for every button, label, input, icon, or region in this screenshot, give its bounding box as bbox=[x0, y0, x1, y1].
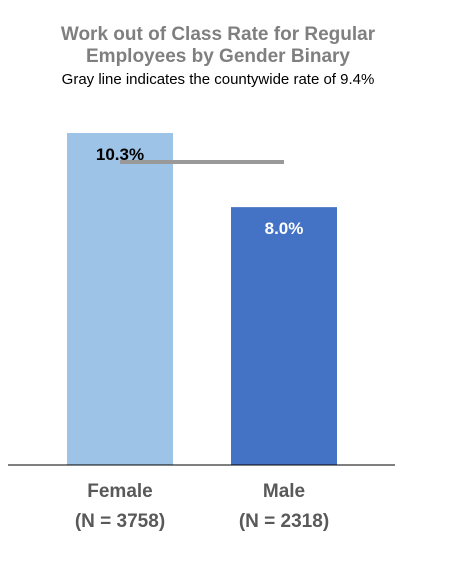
chart-title: Work out of Class Rate for Regular Emplo… bbox=[0, 24, 436, 68]
category-label-female: Female bbox=[87, 481, 152, 502]
bar-male bbox=[231, 207, 337, 465]
chart-title-line-1: Work out of Class Rate for Regular bbox=[60, 24, 376, 45]
data-label-female: 10.3% bbox=[96, 145, 144, 164]
category-count-male: (N = 2318) bbox=[239, 511, 329, 532]
category-count-female: (N = 3758) bbox=[75, 511, 165, 532]
data-label-male: 8.0% bbox=[265, 219, 304, 238]
chart-title-line-2: Employees by Gender Binary bbox=[86, 46, 350, 67]
bar-female bbox=[67, 133, 173, 465]
category-label-male: Male bbox=[263, 481, 305, 502]
chart-subtitle: Gray line indicates the countywide rate … bbox=[61, 71, 375, 88]
